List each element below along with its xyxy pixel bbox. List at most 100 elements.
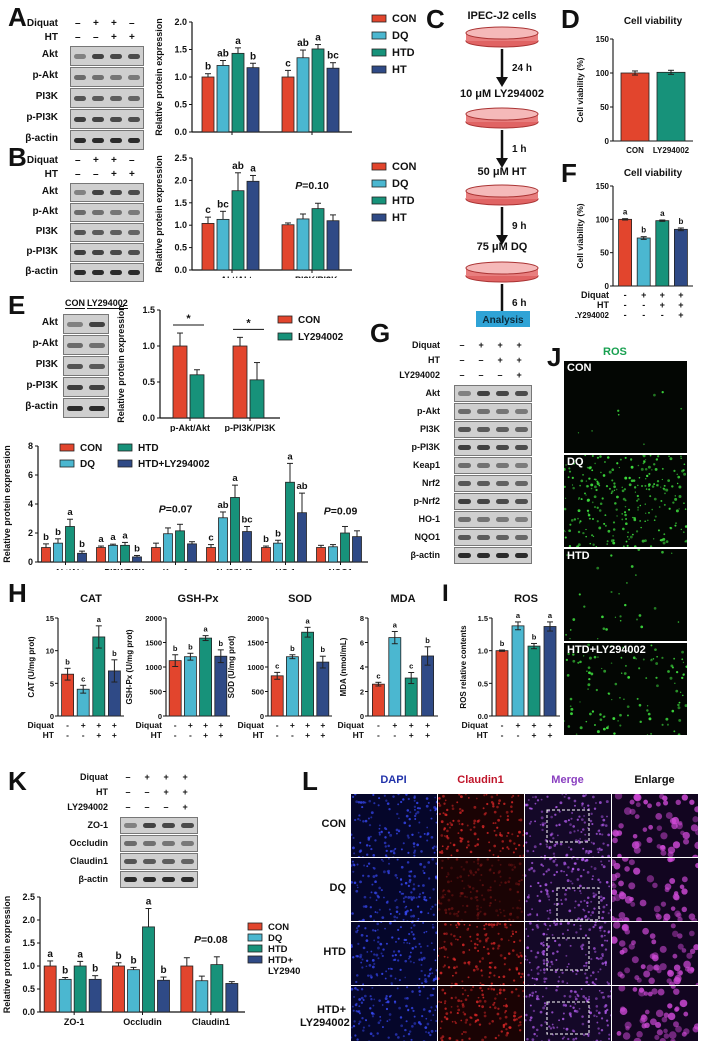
- svg-text:HT: HT: [477, 730, 489, 740]
- svg-text:+: +: [112, 720, 117, 730]
- svg-text:CON: CON: [80, 443, 102, 454]
- svg-text:0: 0: [50, 712, 54, 721]
- svg-text:2.0: 2.0: [174, 175, 187, 185]
- treatment-label: HT: [44, 32, 58, 43]
- panel-label-l: L: [302, 766, 318, 796]
- panel-label-d: D: [561, 4, 580, 34]
- svg-text:ab: ab: [296, 481, 307, 492]
- svg-text:1 h: 1 h: [512, 144, 526, 155]
- svg-text:6 h: 6 h: [512, 298, 526, 309]
- svg-text:+: +: [532, 720, 537, 730]
- ros-image-con: CON: [563, 360, 688, 454]
- svg-text:0.0: 0.0: [174, 265, 187, 275]
- svg-text:b: b: [160, 965, 166, 976]
- svg-text:-: -: [624, 290, 627, 300]
- svg-text:SOD: SOD: [288, 593, 312, 605]
- svg-text:GSH-Px: GSH-Px: [178, 593, 220, 605]
- treatment-label: HT: [96, 787, 108, 797]
- treatment-sign: –: [144, 787, 150, 797]
- svg-text:+: +: [392, 720, 397, 730]
- svg-text:a: a: [516, 611, 521, 620]
- treatment-sign: –: [75, 32, 81, 43]
- svg-text:a: a: [232, 473, 238, 484]
- svg-text:+: +: [218, 720, 223, 730]
- panel-label-f: F: [561, 158, 577, 188]
- svg-text:CON: CON: [392, 161, 417, 173]
- svg-text:-: -: [642, 300, 645, 310]
- svg-text:Cell viability (%): Cell viability (%): [575, 57, 585, 122]
- if-image: [524, 985, 612, 1041]
- if-image: [437, 857, 525, 922]
- blot-strip: [454, 475, 532, 492]
- svg-text:a: a: [287, 451, 293, 462]
- if-image: [611, 985, 699, 1041]
- svg-text:100: 100: [596, 215, 610, 224]
- treatment-sign: –: [144, 802, 150, 812]
- western-blot-k: Diquat – + + + HT – – + + LY294002 – – – + ZO-1 Occludin…: [40, 772, 200, 888]
- if-column-header: Merge: [551, 774, 584, 786]
- svg-text:ab: ab: [232, 161, 244, 172]
- blot-label: Keap1: [412, 460, 440, 470]
- blot-strip: [70, 88, 144, 108]
- svg-text:bc: bc: [327, 51, 339, 62]
- treatment-sign: +: [516, 340, 522, 350]
- svg-text:CAT (U/mg prot): CAT (U/mg prot): [27, 636, 36, 698]
- blot-label: Occludin: [69, 838, 108, 848]
- svg-text:0.5: 0.5: [142, 377, 155, 387]
- svg-text:ROS: ROS: [514, 593, 538, 605]
- svg-text:P=0.09: P=0.09: [324, 505, 358, 517]
- blot-strip: [120, 871, 198, 888]
- svg-text:Relative protein expression: Relative protein expression: [154, 18, 164, 136]
- svg-text:b: b: [43, 532, 49, 543]
- chart-f: Cell viability 0 50 100 150 Cell viability (%…: [575, 168, 693, 320]
- treatment-label: Diquat: [26, 155, 58, 166]
- treatment-sign: –: [75, 155, 81, 166]
- svg-text:+: +: [290, 720, 295, 730]
- blot-strip: [454, 439, 532, 456]
- svg-text:0: 0: [605, 282, 610, 291]
- treatment-sign: +: [144, 772, 150, 782]
- svg-text:p-Akt/Akt: p-Akt/Akt: [47, 567, 85, 570]
- blot-label: β-actin: [410, 550, 441, 560]
- svg-text:Diquat: Diquat: [28, 720, 55, 730]
- blot-label: PI3K: [35, 91, 58, 102]
- chart-d: Cell viability 0 50 100 150 Cell viability (%…: [575, 16, 693, 155]
- svg-text:+: +: [660, 300, 665, 310]
- blot-strip: [454, 385, 532, 402]
- svg-text:b: b: [425, 636, 430, 645]
- svg-text:b: b: [62, 966, 68, 977]
- svg-text:0.5: 0.5: [478, 679, 488, 688]
- svg-text:a: a: [98, 534, 104, 545]
- blot-strip: [120, 853, 198, 870]
- svg-text:a: a: [393, 620, 398, 629]
- svg-text:p-Akt/Akt: p-Akt/Akt: [170, 423, 210, 432]
- svg-text:1000: 1000: [247, 663, 264, 672]
- western-blot-a: Diquat – + + – HT – – + + Akt p-Akt PI3K p-PI3K β-acti…: [0, 18, 150, 150]
- treatment-sign: +: [111, 18, 117, 29]
- svg-text:-: -: [517, 730, 520, 740]
- svg-text:HT: HT: [151, 730, 163, 740]
- svg-text:HTD+LY294002: HTD+LY294002: [138, 459, 210, 470]
- svg-text:Occludin: Occludin: [123, 1017, 162, 1027]
- svg-text:+: +: [320, 720, 325, 730]
- svg-text:Analysis: Analysis: [482, 315, 524, 326]
- blot-label: Nrf2: [421, 478, 440, 488]
- ros-title: ROS: [603, 346, 627, 358]
- svg-text:1.0: 1.0: [142, 341, 155, 351]
- if-image: [437, 985, 525, 1041]
- blot-label: p-PI3K: [26, 112, 58, 123]
- workflow-diagram: IPEC-J2 cells 24 h 10 μM LY294002 1 h 50 μM …: [460, 10, 544, 327]
- treatment-sign: +: [93, 18, 99, 29]
- blot-label: PI3K: [35, 359, 58, 370]
- svg-text:Relative protein expression: Relative protein expression: [116, 305, 126, 423]
- svg-text:2000: 2000: [145, 614, 162, 623]
- ros-image-label: HTD+LY294002: [567, 644, 646, 656]
- svg-text:b: b: [112, 649, 117, 658]
- svg-text:5: 5: [50, 679, 54, 688]
- svg-text:Relative protein expression: Relative protein expression: [2, 896, 12, 1014]
- blot-label: p-PI3K: [26, 246, 58, 257]
- svg-text:50: 50: [600, 249, 609, 258]
- svg-text:+: +: [96, 730, 101, 740]
- blot-label: Claudin1: [69, 856, 108, 866]
